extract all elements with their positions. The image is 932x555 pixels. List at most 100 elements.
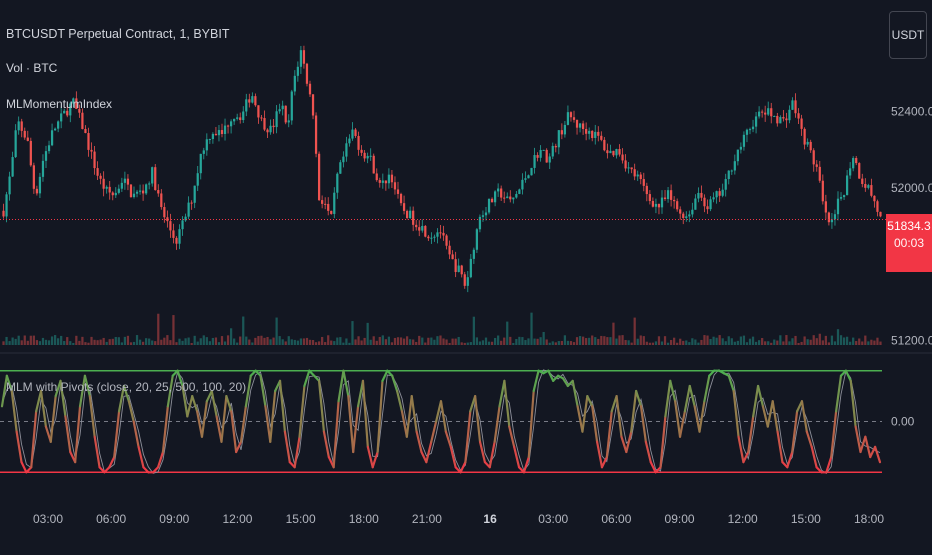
- candle-body[interactable]: [682, 213, 685, 218]
- momentum-line-segment[interactable]: [620, 435, 628, 454]
- candle-body[interactable]: [666, 190, 670, 199]
- candle-body[interactable]: [612, 150, 615, 156]
- momentum-line-segment[interactable]: [30, 410, 38, 469]
- candle-body[interactable]: [284, 105, 287, 123]
- momentum-line-segment[interactable]: [683, 384, 691, 413]
- momentum-line-segment[interactable]: [561, 377, 569, 388]
- candle-body[interactable]: [387, 174, 391, 184]
- candle-body[interactable]: [839, 197, 843, 199]
- candle-body[interactable]: [424, 225, 427, 237]
- candle-body[interactable]: [87, 133, 90, 150]
- candle-body[interactable]: [321, 200, 324, 204]
- momentum-line-segment[interactable]: [205, 389, 213, 403]
- candle-body[interactable]: [384, 180, 387, 184]
- momentum-line-segment[interactable]: [444, 430, 452, 448]
- candle-body[interactable]: [63, 110, 66, 114]
- candle-body[interactable]: [8, 176, 11, 195]
- candle-body[interactable]: [600, 135, 603, 140]
- candle-body[interactable]: [272, 125, 275, 128]
- candle-body[interactable]: [41, 160, 45, 177]
- candle-body[interactable]: [773, 115, 776, 117]
- momentum-line-segment[interactable]: [176, 369, 184, 388]
- momentum-line-segment[interactable]: [639, 405, 647, 443]
- candle-body[interactable]: [69, 103, 72, 116]
- momentum-line-segment[interactable]: [113, 410, 121, 459]
- candle-body[interactable]: [421, 225, 424, 231]
- candle-body[interactable]: [53, 128, 57, 131]
- momentum-line-segment[interactable]: [235, 440, 243, 454]
- candle-body[interactable]: [836, 198, 840, 215]
- candle-body[interactable]: [873, 195, 876, 202]
- momentum-line-segment[interactable]: [74, 405, 82, 464]
- candle-body[interactable]: [645, 185, 648, 195]
- candle-body[interactable]: [852, 158, 855, 169]
- candle-body[interactable]: [524, 178, 527, 180]
- momentum-line-segment[interactable]: [20, 461, 28, 474]
- candle-body[interactable]: [472, 249, 475, 259]
- candle-body[interactable]: [223, 125, 227, 134]
- candle-body[interactable]: [23, 130, 26, 138]
- candle-body[interactable]: [20, 121, 23, 131]
- candle-body[interactable]: [688, 214, 691, 217]
- momentum-line-segment[interactable]: [737, 435, 745, 464]
- candle-body[interactable]: [5, 194, 8, 217]
- candle-body[interactable]: [211, 133, 215, 140]
- candle-body[interactable]: [621, 154, 624, 161]
- candle-body[interactable]: [594, 131, 597, 138]
- momentum-line-segment[interactable]: [532, 369, 540, 393]
- candle-body[interactable]: [409, 210, 412, 218]
- momentum-line-segment[interactable]: [859, 435, 867, 454]
- momentum-line-segment[interactable]: [386, 369, 394, 377]
- momentum-line-segment[interactable]: [98, 466, 106, 474]
- candle-body[interactable]: [588, 130, 591, 134]
- candle-body[interactable]: [761, 111, 764, 113]
- candle-body[interactable]: [533, 155, 536, 168]
- candle-body[interactable]: [360, 149, 363, 153]
- candle-body[interactable]: [451, 254, 454, 260]
- momentum-line-segment[interactable]: [152, 466, 160, 474]
- momentum-line-segment[interactable]: [391, 374, 399, 393]
- momentum-line-segment[interactable]: [313, 374, 321, 382]
- candle-body[interactable]: [81, 112, 84, 129]
- candle-body[interactable]: [351, 129, 354, 139]
- candle-body[interactable]: [639, 174, 642, 180]
- candle-body[interactable]: [141, 190, 145, 194]
- candle-body[interactable]: [821, 180, 824, 202]
- candle-body[interactable]: [372, 155, 375, 174]
- candle-body[interactable]: [50, 130, 54, 146]
- candle-body[interactable]: [415, 224, 418, 228]
- candle-body[interactable]: [797, 113, 800, 119]
- momentum-line-segment[interactable]: [644, 440, 652, 464]
- candle-body[interactable]: [132, 193, 136, 198]
- momentum-line-segment[interactable]: [10, 389, 18, 433]
- momentum-line-segment[interactable]: [659, 415, 667, 469]
- candle-body[interactable]: [554, 145, 557, 148]
- candle-body[interactable]: [615, 149, 618, 156]
- momentum-line-segment[interactable]: [776, 430, 784, 464]
- candle-body[interactable]: [855, 158, 858, 164]
- currency-button[interactable]: USDT: [889, 11, 927, 59]
- momentum-line-segment[interactable]: [522, 455, 530, 474]
- candle-body[interactable]: [90, 149, 93, 152]
- candle-body[interactable]: [663, 197, 667, 199]
- momentum-line-segment[interactable]: [15, 430, 23, 464]
- momentum-line-segment[interactable]: [39, 389, 48, 428]
- candle-body[interactable]: [572, 117, 576, 120]
- momentum-line-segment[interactable]: [54, 379, 62, 398]
- candle-body[interactable]: [202, 150, 205, 154]
- momentum-line-segment[interactable]: [756, 384, 765, 408]
- candle-body[interactable]: [493, 191, 497, 203]
- candle-body[interactable]: [93, 151, 96, 169]
- momentum-line-segment[interactable]: [581, 395, 589, 433]
- momentum-line-segment[interactable]: [732, 389, 740, 438]
- momentum-line-segment[interactable]: [591, 405, 599, 443]
- candle-body[interactable]: [187, 202, 190, 217]
- candle-body[interactable]: [196, 173, 199, 186]
- momentum-line-segment[interactable]: [693, 405, 701, 433]
- momentum-line-segment[interactable]: [600, 455, 608, 469]
- candle-body[interactable]: [788, 109, 791, 121]
- candle-body[interactable]: [606, 150, 609, 154]
- candle-body[interactable]: [305, 63, 309, 84]
- candle-body[interactable]: [457, 265, 460, 272]
